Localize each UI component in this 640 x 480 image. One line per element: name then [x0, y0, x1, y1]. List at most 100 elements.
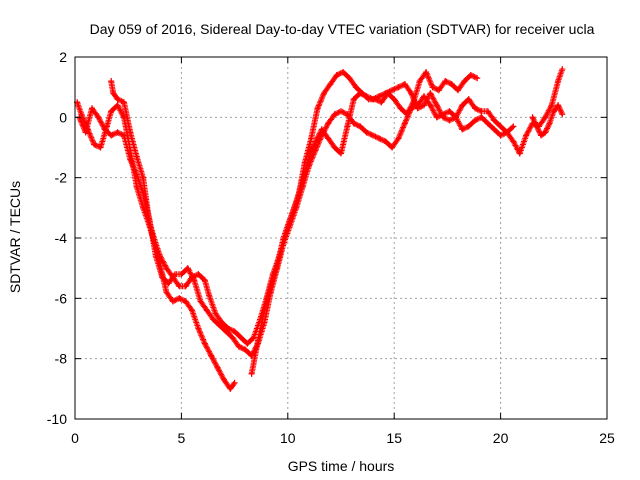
data-point — [344, 123, 351, 130]
data-point — [146, 216, 153, 223]
data-point — [231, 328, 238, 335]
data-point — [459, 102, 466, 109]
x-tick-label: 20 — [493, 430, 509, 446]
data-point — [433, 102, 440, 109]
data-point — [293, 198, 300, 205]
data-point — [497, 123, 504, 130]
data-point — [389, 144, 396, 151]
data-point — [331, 144, 338, 151]
y-tick-label: -6 — [55, 290, 68, 306]
data-point — [218, 319, 225, 326]
data-point — [378, 99, 385, 106]
data-point — [314, 105, 321, 112]
x-tick-label: 0 — [71, 430, 79, 446]
data-point — [427, 90, 434, 97]
data-point — [446, 108, 453, 115]
data-point — [420, 102, 427, 109]
y-axis-label: SDTVAR / TECUs — [7, 181, 23, 293]
data-point — [261, 307, 268, 314]
data-point — [163, 289, 170, 296]
data-point — [391, 96, 398, 103]
chart-title: Day 059 of 2016, Sidereal Day-to-day VTE… — [90, 21, 595, 37]
data-point — [452, 114, 459, 121]
data-point — [484, 120, 491, 127]
data-point — [408, 105, 415, 112]
grid — [75, 57, 607, 419]
data-point — [429, 84, 436, 91]
data-point — [382, 90, 389, 97]
data-point — [446, 117, 453, 124]
data-point — [108, 132, 115, 139]
data-point — [340, 69, 347, 76]
data-point — [89, 105, 96, 112]
data-point — [516, 150, 523, 157]
x-tick-label: 10 — [280, 430, 296, 446]
data-point — [550, 108, 557, 115]
data-point — [491, 117, 498, 124]
data-point — [299, 177, 306, 184]
data-point — [91, 141, 98, 148]
data-point — [401, 81, 408, 88]
data-point — [346, 75, 353, 82]
data-point — [306, 153, 313, 160]
data-point — [548, 102, 555, 109]
data-point — [318, 126, 325, 133]
data-point — [274, 262, 281, 269]
data-point — [395, 135, 402, 142]
data-point — [338, 150, 344, 157]
data-point — [357, 90, 364, 97]
data-point — [320, 90, 327, 97]
data-point — [114, 102, 121, 109]
data-point — [108, 78, 115, 85]
data-point — [435, 87, 442, 94]
data-point — [280, 235, 287, 241]
data-point — [133, 153, 140, 160]
data-point — [176, 283, 183, 290]
plot-area — [74, 66, 566, 392]
data-point — [352, 84, 359, 91]
data-point — [267, 283, 274, 290]
data-point — [389, 87, 396, 94]
data-point — [214, 364, 221, 371]
data-point — [120, 132, 127, 139]
data-point — [312, 138, 319, 145]
y-tick-label: -10 — [47, 411, 67, 427]
data-point — [408, 90, 415, 97]
data-point — [338, 108, 344, 115]
data-point — [227, 385, 234, 392]
data-point — [442, 78, 449, 85]
data-point — [210, 316, 217, 323]
data-point — [529, 114, 536, 121]
data-point — [555, 102, 562, 109]
data-point — [474, 75, 481, 82]
data-point — [401, 120, 408, 127]
data-point — [108, 108, 115, 115]
data-point — [244, 340, 251, 347]
y-tick-label: 0 — [59, 109, 67, 125]
data-point — [97, 144, 104, 151]
data-point — [414, 105, 421, 112]
ticks: 0 5 10 15 20 25 -10 -8 -6 -4 -2 0 2 — [47, 49, 615, 446]
data-point — [286, 216, 293, 223]
data-point — [376, 93, 383, 100]
data-point — [203, 307, 210, 314]
data-point — [223, 328, 230, 335]
data-point — [165, 280, 172, 287]
data-point — [327, 81, 334, 88]
data-point — [114, 129, 121, 136]
data-point — [248, 370, 255, 377]
data-point — [182, 298, 189, 305]
data-point — [484, 108, 491, 115]
data-point — [423, 69, 430, 76]
data-point — [478, 108, 485, 115]
data-point — [114, 96, 121, 103]
data-point — [169, 298, 176, 305]
data-point — [472, 117, 479, 124]
data-point — [497, 132, 504, 139]
data-point — [420, 93, 427, 100]
data-point — [127, 156, 134, 163]
data-point — [231, 379, 238, 386]
data-point — [201, 340, 208, 347]
data-point — [440, 114, 447, 121]
